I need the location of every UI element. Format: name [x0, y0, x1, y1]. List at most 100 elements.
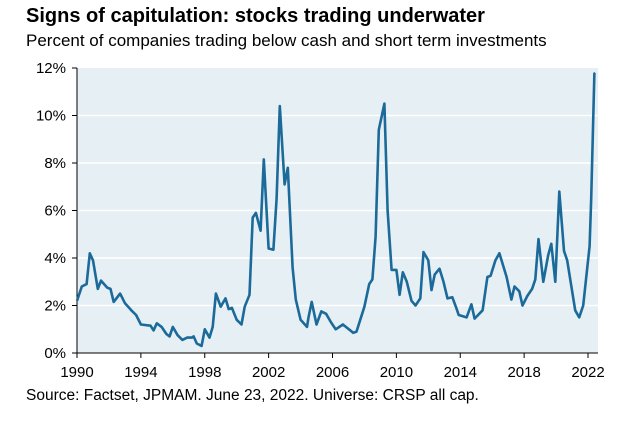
data-point — [593, 72, 595, 74]
data-point — [220, 306, 222, 308]
y-tick-label: 12% — [36, 60, 66, 77]
data-point — [236, 319, 238, 321]
data-point — [410, 300, 413, 302]
data-point — [510, 298, 512, 301]
data-point — [311, 301, 313, 303]
data-point — [395, 269, 397, 271]
data-point — [554, 281, 556, 283]
data-point — [113, 301, 115, 303]
data-point — [279, 105, 281, 107]
y-tick-label: 8% — [44, 155, 66, 172]
data-point — [383, 103, 385, 105]
data-point — [406, 281, 408, 283]
data-point — [446, 297, 449, 299]
data-point — [169, 335, 171, 337]
data-point — [172, 326, 174, 328]
data-point — [165, 333, 168, 335]
data-point — [470, 303, 473, 305]
data-point — [315, 323, 318, 326]
data-point — [474, 317, 476, 320]
data-point — [578, 316, 580, 318]
data-point — [240, 323, 243, 326]
x-tick-label: 1994 — [124, 364, 157, 381]
x-tick-label: 2022 — [571, 364, 604, 381]
data-point — [272, 249, 275, 251]
x-tick-label: 1990 — [60, 364, 93, 381]
data-point — [390, 269, 393, 271]
data-point — [498, 252, 500, 254]
data-point — [325, 313, 327, 315]
data-point — [355, 331, 358, 333]
data-point — [521, 304, 524, 307]
data-point — [212, 326, 214, 328]
data-point — [582, 304, 584, 307]
data-point — [161, 326, 163, 328]
data-point — [140, 323, 142, 326]
data-point — [186, 336, 188, 339]
chart-title: Signs of capitulation: stocks trading un… — [26, 5, 485, 27]
data-point — [208, 336, 211, 339]
data-point — [513, 285, 516, 288]
data-point — [368, 283, 370, 285]
data-point — [215, 293, 217, 295]
data-point — [287, 167, 289, 169]
data-point — [531, 288, 533, 290]
data-point — [466, 316, 468, 318]
data-point — [135, 314, 137, 316]
y-tick-label: 10% — [36, 108, 66, 125]
x-tick-label: 2002 — [252, 364, 285, 381]
data-point — [537, 238, 540, 240]
data-point — [558, 190, 560, 193]
y-tick-label: 0% — [44, 345, 66, 362]
data-point — [378, 129, 380, 131]
series-line — [75, 72, 596, 348]
data-point — [505, 276, 508, 278]
data-point — [76, 300, 78, 302]
data-point — [291, 266, 294, 269]
data-point — [386, 209, 389, 212]
data-point — [427, 259, 429, 261]
data-point — [402, 271, 404, 273]
series-group — [75, 72, 596, 348]
x-axis-ticks: 1990 1994 1998 2002 2006 2010 2014 2018 2022 — [60, 353, 605, 381]
data-point — [100, 279, 102, 282]
data-point — [283, 183, 286, 185]
data-point — [363, 306, 366, 308]
chart-source: Source: Factset, JPMAM. June 23, 2022. U… — [26, 387, 479, 404]
data-point — [547, 255, 549, 257]
chart-subtitle: Percent of companies trading below cash … — [26, 31, 547, 50]
data-point — [268, 247, 270, 250]
data-point — [566, 259, 568, 261]
data-point — [252, 217, 254, 219]
data-point — [307, 316, 310, 318]
data-point — [320, 310, 322, 313]
x-tick-label: 2018 — [507, 364, 540, 381]
data-point — [191, 336, 193, 339]
data-point — [109, 288, 112, 290]
data-point — [352, 332, 354, 334]
data-point — [156, 322, 158, 324]
data-point — [260, 230, 262, 232]
data-point — [534, 278, 536, 280]
x-tick-label: 2010 — [380, 364, 413, 381]
data-point — [276, 198, 278, 200]
data-point — [196, 342, 198, 345]
data-point — [588, 245, 591, 247]
data-point — [119, 293, 121, 295]
x-tick-label: 1998 — [188, 364, 221, 381]
data-point — [89, 252, 91, 254]
data-point — [231, 307, 233, 309]
data-point — [81, 285, 83, 288]
y-tick-label: 2% — [44, 298, 66, 315]
data-point — [299, 319, 302, 321]
data-point — [342, 323, 344, 326]
data-point — [438, 268, 441, 270]
x-tick-label: 2014 — [444, 364, 477, 381]
data-point — [295, 298, 297, 301]
data-point — [335, 328, 337, 330]
data-point — [550, 243, 552, 245]
data-point — [375, 236, 377, 238]
data-point — [458, 314, 460, 316]
data-point — [149, 325, 152, 327]
data-point — [414, 304, 417, 307]
